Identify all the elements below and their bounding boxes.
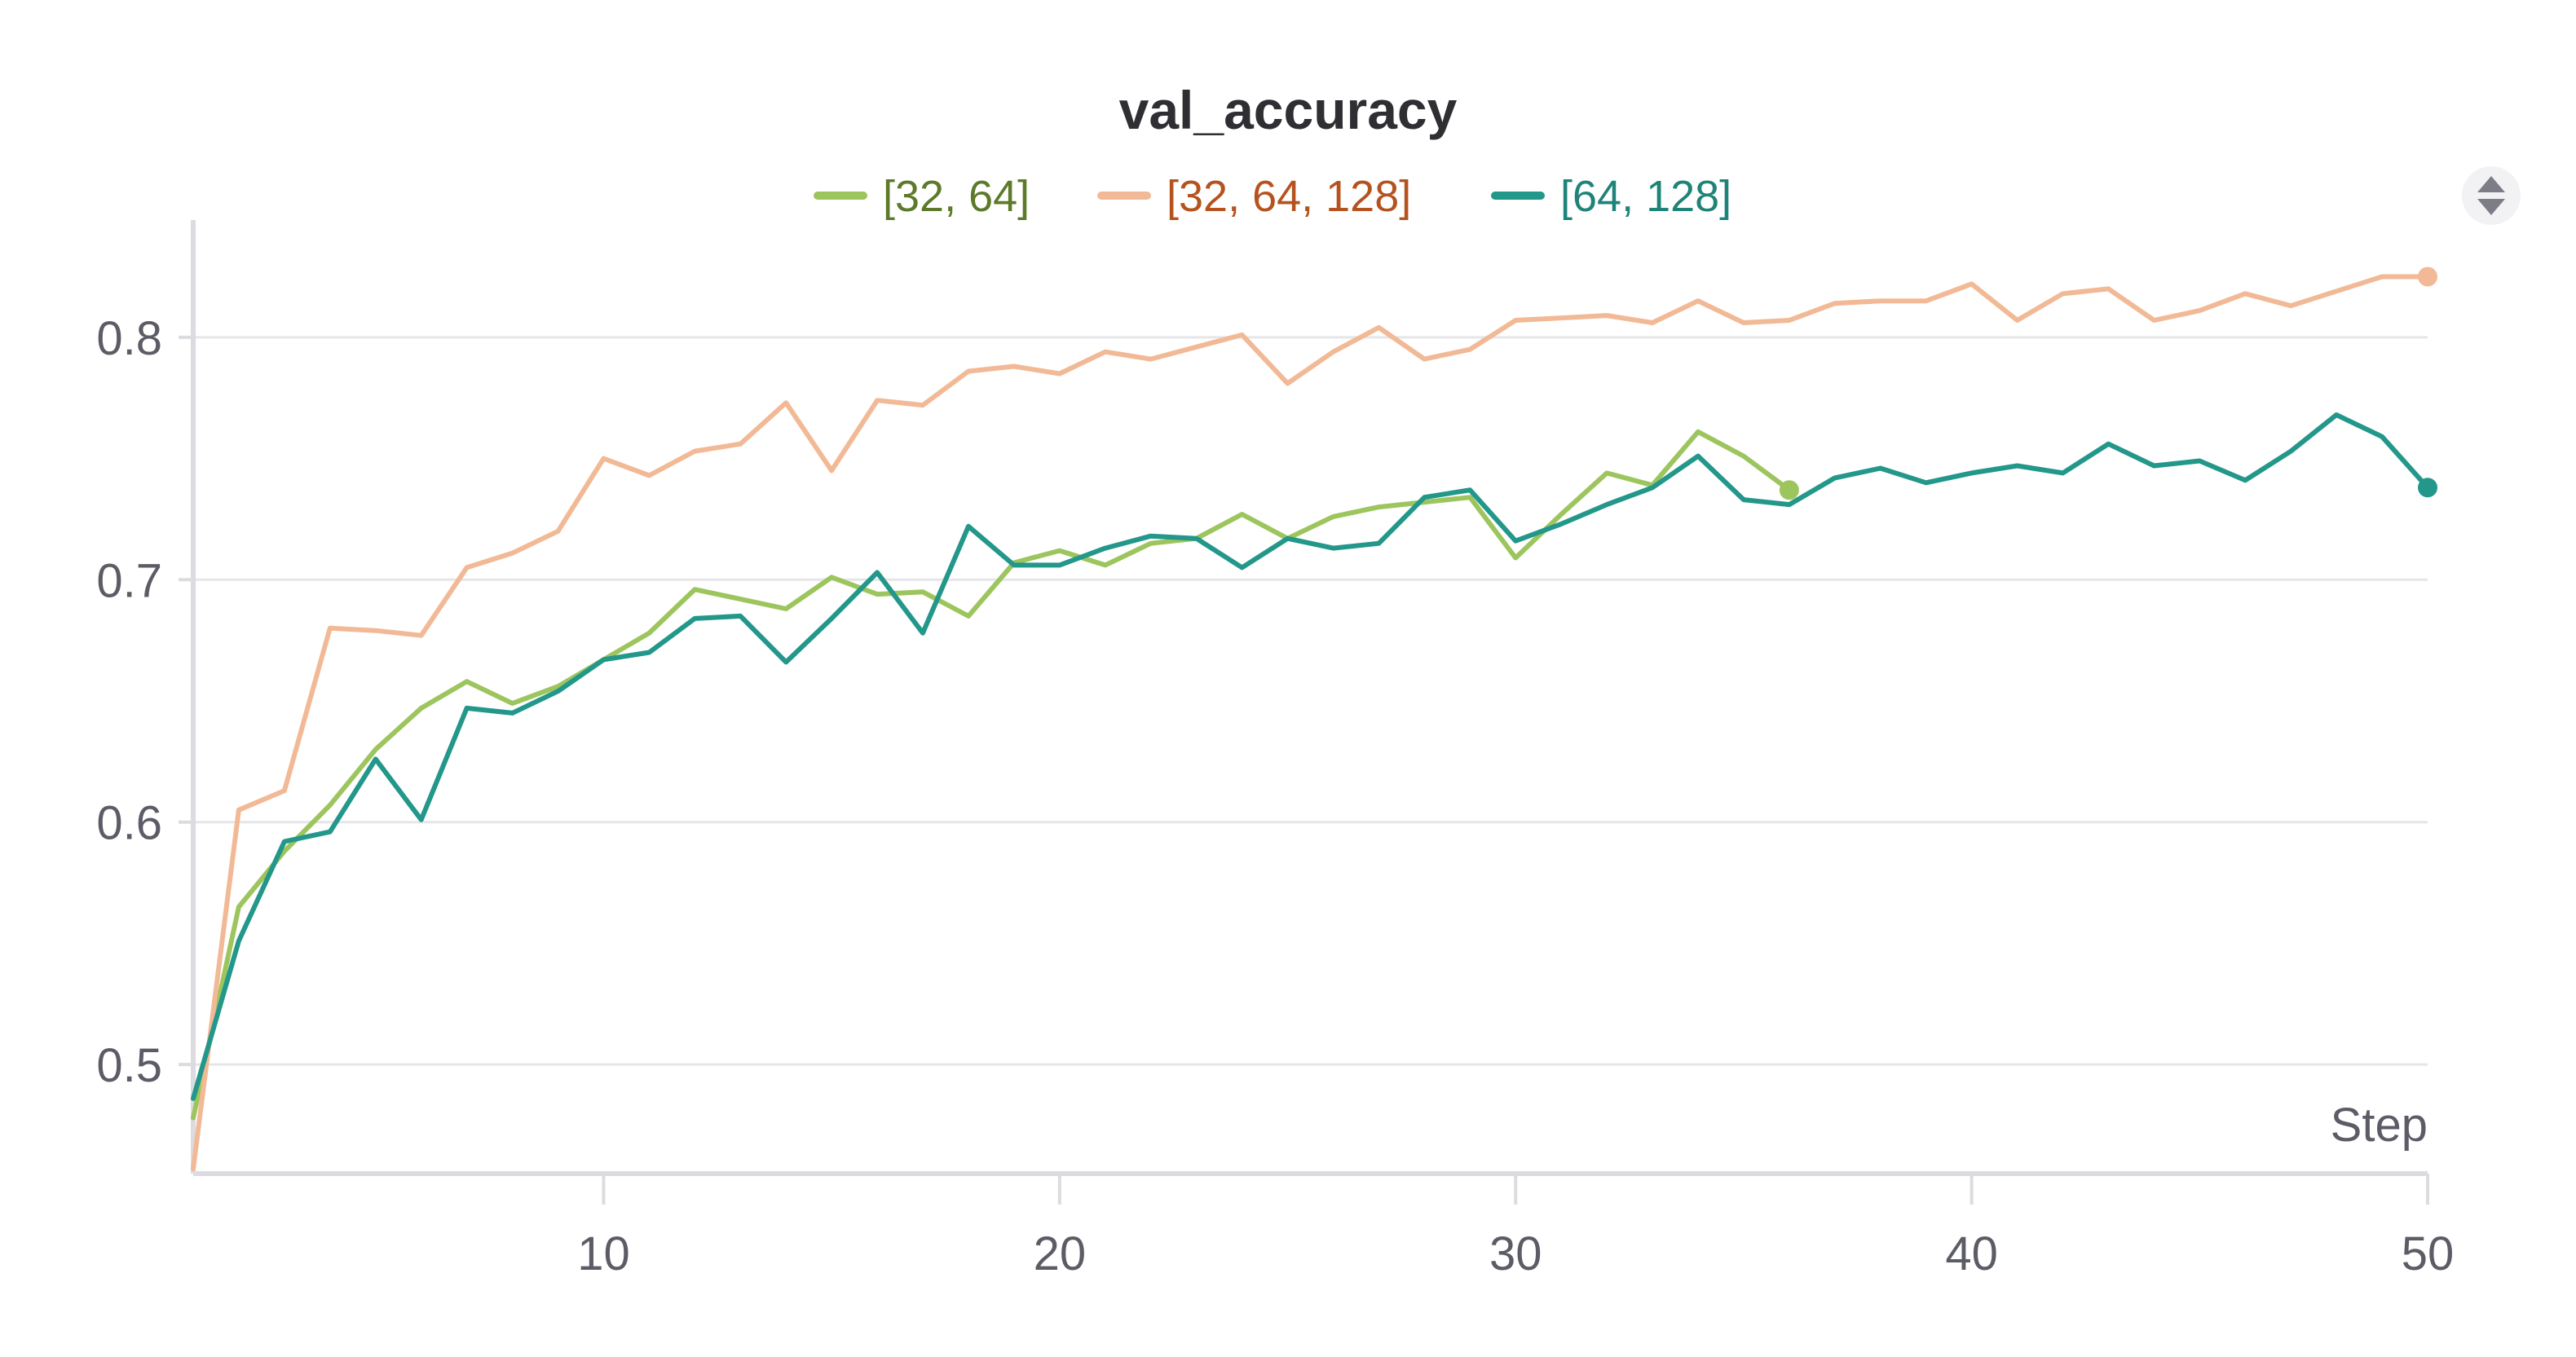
series-line: [191, 274, 2430, 1172]
legend-label: [32, 64]: [883, 172, 1030, 221]
y-tick-label: 0.7: [96, 554, 162, 607]
series-end-point: [2418, 478, 2437, 498]
series-line: [191, 412, 2430, 1101]
series-end-point: [1779, 480, 1799, 500]
x-tick-label: 40: [1945, 1227, 1998, 1280]
x-axis-label: Step: [2331, 1099, 2428, 1152]
y-tick-label: 0.6: [96, 797, 162, 850]
series-end-point: [2418, 267, 2437, 287]
legend-item[interactable]: [32, 64]: [814, 172, 1030, 221]
x-tick-label: 30: [1489, 1227, 1542, 1280]
legend-scroll-background: [2462, 166, 2521, 225]
grid-lines: [193, 336, 2428, 1066]
chart-legend: [32, 64] [32, 64, 128] [64, 128]: [814, 172, 1731, 221]
x-tick-label: 10: [577, 1227, 630, 1280]
legend-scroll-control[interactable]: [2462, 166, 2521, 225]
legend-item[interactable]: [32, 64, 128]: [1097, 172, 1411, 221]
x-tick-label: 20: [1034, 1227, 1087, 1280]
chevron-up-icon: [2477, 176, 2505, 192]
chevron-down-icon: [2477, 199, 2505, 215]
series-line: [191, 429, 1792, 1121]
chart-title: val_accuracy: [1119, 80, 1458, 140]
y-tick-label: 0.8: [96, 312, 162, 365]
legend-label: [64, 128]: [1560, 172, 1731, 221]
x-tick-label: 50: [2402, 1227, 2455, 1280]
legend-item[interactable]: [64, 128]: [1491, 172, 1731, 221]
series-layer: [191, 267, 2437, 1172]
y-tick-label: 0.5: [96, 1039, 162, 1092]
legend-label: [32, 64, 128]: [1167, 172, 1411, 221]
axes: 0.5 0.6 0.7 0.8 10 20 30 40 50: [96, 220, 2454, 1280]
